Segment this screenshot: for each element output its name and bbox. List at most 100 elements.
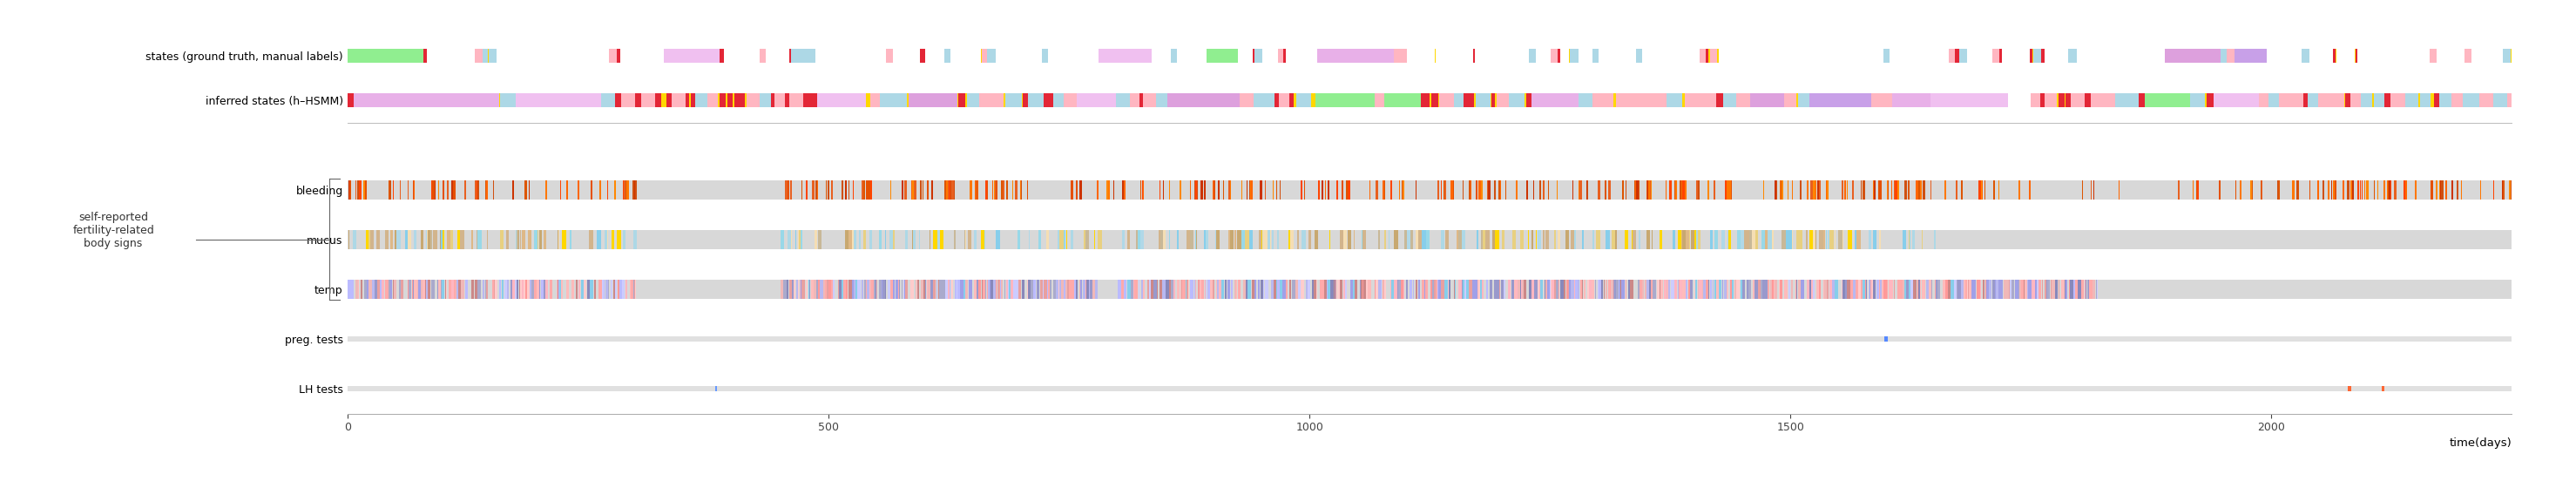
Bar	[1829, 230, 1834, 249]
Bar	[2280, 94, 2293, 107]
Bar	[2115, 94, 2128, 107]
Bar	[1321, 280, 1324, 299]
Bar	[1870, 94, 1880, 107]
Bar	[1672, 280, 1674, 299]
Bar	[1298, 280, 1301, 299]
Bar	[1236, 230, 1239, 249]
Bar	[433, 230, 438, 249]
Bar	[1716, 230, 1718, 249]
Bar	[1798, 280, 1801, 299]
Bar	[997, 230, 999, 249]
Bar	[1950, 280, 1953, 299]
Bar	[1592, 280, 1595, 299]
Bar	[1092, 280, 1095, 299]
Bar	[1288, 94, 1293, 107]
Bar	[1528, 280, 1533, 299]
Bar	[1883, 280, 1886, 299]
Bar	[829, 280, 832, 299]
Bar	[1309, 280, 1311, 299]
Bar	[1832, 280, 1834, 299]
Bar	[428, 280, 430, 299]
Bar	[667, 94, 672, 107]
Bar	[1497, 94, 1510, 107]
Bar	[1425, 280, 1427, 299]
Bar	[641, 94, 654, 107]
Bar	[410, 280, 412, 299]
Bar	[1703, 280, 1705, 299]
Bar	[1502, 280, 1504, 299]
Bar	[371, 230, 374, 249]
Bar	[930, 280, 933, 299]
Bar	[621, 280, 626, 299]
Bar	[1314, 280, 1316, 299]
Bar	[933, 230, 938, 249]
Bar	[2494, 94, 2506, 107]
Bar	[1710, 49, 1718, 63]
Bar	[1064, 94, 1077, 107]
Bar	[1659, 230, 1662, 249]
Bar	[1376, 94, 1383, 107]
Bar	[912, 280, 914, 299]
Bar	[1561, 280, 1564, 299]
Bar	[1780, 280, 1783, 299]
Bar	[582, 280, 587, 299]
Bar	[1814, 230, 1816, 249]
Bar	[2061, 280, 2063, 299]
Bar	[1528, 49, 1535, 63]
Bar	[1260, 230, 1262, 249]
Bar	[2012, 280, 2014, 299]
Bar	[1005, 94, 1023, 107]
Bar	[783, 280, 786, 299]
Bar	[1700, 49, 1705, 63]
Bar	[1059, 230, 1064, 249]
Bar	[1293, 280, 1296, 299]
Bar	[621, 94, 636, 107]
Bar	[2233, 49, 2267, 63]
Bar	[1512, 230, 1517, 249]
Bar	[600, 94, 616, 107]
Bar	[966, 94, 979, 107]
Bar	[1260, 280, 1262, 299]
Bar	[420, 230, 422, 249]
Bar	[788, 230, 791, 249]
Bar	[1705, 94, 1716, 107]
Bar	[654, 94, 662, 107]
Bar	[1945, 280, 1947, 299]
Bar	[1682, 230, 1685, 249]
Bar	[1177, 280, 1180, 299]
Bar	[526, 280, 531, 299]
Bar	[415, 280, 417, 299]
Bar	[940, 280, 943, 299]
Bar	[1458, 230, 1461, 249]
Bar	[1651, 94, 1667, 107]
Bar	[1270, 280, 1275, 299]
Bar	[1249, 230, 1252, 249]
Bar	[1862, 280, 1865, 299]
Bar	[889, 230, 894, 249]
Bar	[886, 280, 891, 299]
Bar	[1721, 230, 1726, 249]
Bar	[1056, 280, 1059, 299]
Bar	[1242, 230, 1244, 249]
Bar	[1280, 280, 1283, 299]
Bar	[1084, 230, 1090, 249]
Bar	[1350, 280, 1352, 299]
Bar	[1999, 280, 2002, 299]
Bar	[366, 230, 368, 249]
Bar	[363, 280, 366, 299]
Bar	[1437, 280, 1440, 299]
Bar	[1278, 280, 1280, 299]
Bar	[505, 280, 507, 299]
Bar	[1131, 280, 1133, 299]
Bar	[1309, 230, 1311, 249]
Bar	[1378, 280, 1381, 299]
Bar	[1685, 94, 1695, 107]
Bar	[1677, 230, 1682, 249]
Bar	[1904, 230, 1906, 249]
Bar	[1705, 49, 1708, 63]
Bar	[2014, 280, 2017, 299]
Bar	[801, 280, 804, 299]
Bar	[2293, 94, 2303, 107]
Bar	[1054, 94, 1064, 107]
Bar	[1646, 280, 1649, 299]
